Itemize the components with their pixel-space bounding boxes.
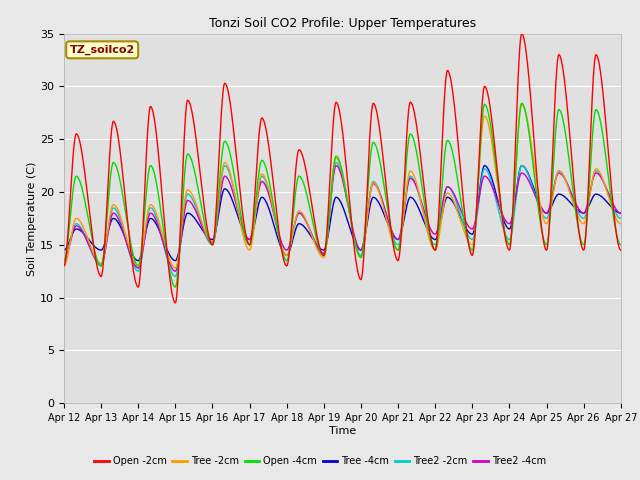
Legend: Open -2cm, Tree -2cm, Open -4cm, Tree -4cm, Tree2 -2cm, Tree2 -4cm: Open -2cm, Tree -2cm, Open -4cm, Tree -4… xyxy=(90,453,550,470)
Y-axis label: Soil Temperature (C): Soil Temperature (C) xyxy=(28,161,37,276)
X-axis label: Time: Time xyxy=(329,426,356,436)
Title: Tonzi Soil CO2 Profile: Upper Temperatures: Tonzi Soil CO2 Profile: Upper Temperatur… xyxy=(209,17,476,30)
Text: TZ_soilco2: TZ_soilco2 xyxy=(70,45,135,55)
